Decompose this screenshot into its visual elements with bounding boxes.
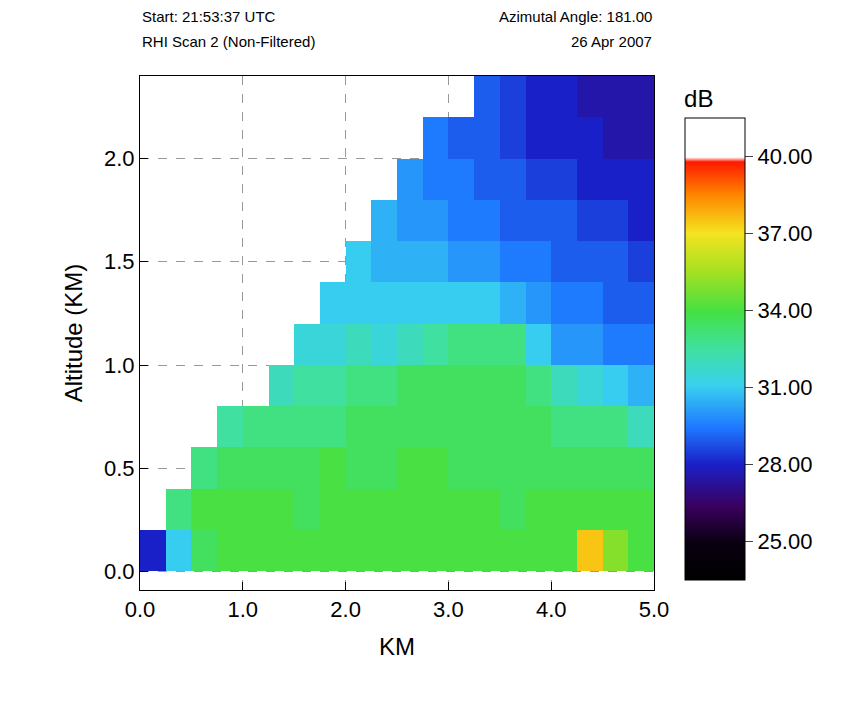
svg-text:5.0: 5.0 (639, 597, 670, 622)
svg-text:1.5: 1.5 (104, 249, 135, 274)
svg-text:2.0: 2.0 (330, 597, 361, 622)
svg-text:0.0: 0.0 (125, 597, 156, 622)
svg-text:Start: 21:53:37 UTC: Start: 21:53:37 UTC (142, 8, 276, 25)
svg-text:KM: KM (379, 633, 415, 660)
svg-text:3.0: 3.0 (433, 597, 464, 622)
svg-text:40.00: 40.00 (757, 144, 812, 169)
svg-text:1.0: 1.0 (104, 353, 135, 378)
svg-text:28.00: 28.00 (757, 452, 812, 477)
svg-text:31.00: 31.00 (757, 375, 812, 400)
svg-text:Azimutal Angle: 181.00: Azimutal Angle: 181.00 (499, 8, 652, 25)
svg-text:2.0: 2.0 (104, 146, 135, 171)
svg-text:0.5: 0.5 (104, 456, 135, 481)
svg-text:Altitude (KM): Altitude (KM) (60, 264, 87, 403)
svg-text:0.0: 0.0 (104, 559, 135, 584)
svg-text:26 Apr 2007: 26 Apr 2007 (571, 33, 652, 50)
svg-text:dB: dB (684, 85, 713, 112)
svg-text:RHI Scan 2 (Non-Filtered): RHI Scan 2 (Non-Filtered) (142, 33, 315, 50)
svg-text:1.0: 1.0 (228, 597, 259, 622)
svg-text:34.00: 34.00 (757, 298, 812, 323)
svg-text:4.0: 4.0 (536, 597, 567, 622)
svg-text:37.00: 37.00 (757, 221, 812, 246)
svg-text:25.00: 25.00 (757, 529, 812, 554)
